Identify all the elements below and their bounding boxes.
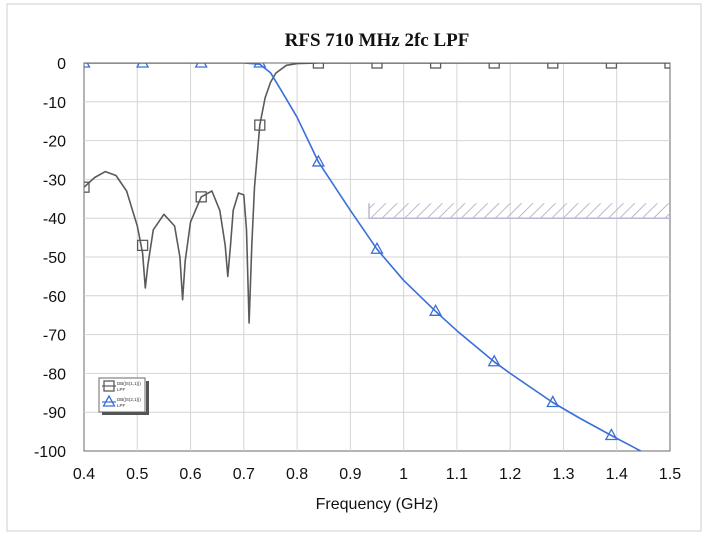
x-tick-label: 0.9 <box>339 466 361 483</box>
legend-marker-2 <box>102 394 116 407</box>
series-1-point <box>429 63 442 69</box>
spec-limit-line <box>368 203 670 219</box>
y-tick-label: -40 <box>43 211 66 228</box>
series-2-point <box>429 303 443 316</box>
series-2-point <box>194 63 208 68</box>
series-2-point <box>604 428 618 441</box>
series-1-point <box>312 63 325 69</box>
x-tick-label: 1.4 <box>606 466 628 483</box>
x-tick-label: 1.5 <box>659 466 681 483</box>
x-tick-label: 0.5 <box>126 466 148 483</box>
y-tick-label: -50 <box>43 250 66 267</box>
x-axis-label: Frequency (GHz) <box>316 496 439 513</box>
series-2-point <box>136 63 150 68</box>
series-2-point <box>546 395 560 408</box>
x-tick-label: 1 <box>399 466 408 483</box>
series-1-point <box>605 63 618 69</box>
legend-label: DB(|S(2,1)|) <box>117 397 141 402</box>
legend-shadow-side <box>146 381 149 415</box>
legend-label: DB(|S(1,1)|) <box>117 381 141 386</box>
series-1-point <box>254 119 266 131</box>
y-tick-label: -20 <box>43 134 66 151</box>
y-tick-label: -30 <box>43 172 66 189</box>
x-tick-label: 1.1 <box>446 466 468 483</box>
series-1-point <box>488 63 500 69</box>
x-tick-label: 0.7 <box>233 466 255 483</box>
series-1-point <box>84 181 90 193</box>
legend-label: LPF <box>117 387 126 392</box>
series-2 <box>84 63 642 451</box>
legend-label: LPF <box>117 403 126 408</box>
series-1-point <box>136 239 149 252</box>
spec-limit-hatch <box>369 203 670 219</box>
legend-shadow <box>102 412 146 415</box>
chart-title: RFS 710 MHz 2fc LPF <box>285 30 470 51</box>
series-2-point <box>487 354 501 367</box>
spec-limit-annotation <box>368 203 670 219</box>
series-2-point <box>370 241 384 254</box>
series-1-point <box>547 63 559 69</box>
series-layer <box>84 63 670 451</box>
series-2-point <box>253 63 267 68</box>
x-tick-label: 0.8 <box>286 466 308 483</box>
x-tick-label: 0.6 <box>179 466 201 483</box>
x-axis-ticks: 0.4 0.5 0.6 0.7 0.8 0.9 1 1.1 1.2 1.3 1.4 1.5 <box>73 466 681 483</box>
x-tick-label: 1.2 <box>499 466 521 483</box>
x-tick-label: 1.3 <box>552 466 574 483</box>
series-1-point <box>371 63 383 69</box>
y-tick-label: -10 <box>43 95 66 112</box>
series-1-point <box>195 191 207 203</box>
y-tick-label: -80 <box>43 366 66 383</box>
gridlines <box>84 63 670 451</box>
y-tick-label: -60 <box>43 289 66 306</box>
y-tick-label: -100 <box>34 444 66 461</box>
legend-marker-1 <box>103 380 115 392</box>
series-2-point <box>311 154 325 167</box>
y-axis-ticks: 0 -10 -20 -30 -40 -50 -60 -70 -80 -90 -100 <box>34 56 66 461</box>
y-tick-label: -70 <box>43 328 66 345</box>
y-tick-label: -90 <box>43 405 66 422</box>
x-tick-label: 0.4 <box>73 466 95 483</box>
series-1-line <box>84 63 670 324</box>
series-1 <box>84 63 670 324</box>
y-tick-label: 0 <box>57 56 66 73</box>
